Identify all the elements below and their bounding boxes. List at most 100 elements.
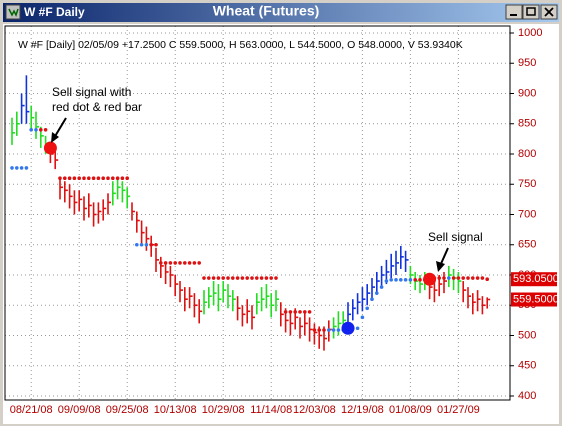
stop-dot [370, 297, 374, 302]
stop-dot [322, 328, 326, 332]
stop-dot [183, 261, 187, 265]
stop-dot [24, 166, 29, 170]
icon-glyph [8, 8, 19, 17]
signal-dot [341, 321, 355, 335]
stop-dot [91, 176, 96, 180]
stop-dot [447, 276, 451, 280]
y-tick-label: 750 [518, 178, 536, 190]
stop-dot [207, 276, 211, 280]
stop-dot [269, 276, 274, 280]
stop-dot [120, 176, 125, 180]
stop-dot [293, 310, 298, 314]
stop-dot [394, 278, 398, 282]
stop-dot [485, 277, 490, 282]
stop-dot [336, 328, 341, 332]
y-tick-label: 950 [518, 57, 536, 69]
annotation-arrowhead [51, 132, 59, 143]
stop-dot [173, 261, 177, 265]
stop-dot [456, 276, 461, 280]
stop-dot [226, 276, 230, 280]
stop-dot [471, 276, 475, 280]
stop-dot [106, 176, 110, 180]
stop-dot [43, 128, 48, 132]
stop-dot [389, 278, 394, 282]
stop-dot [317, 328, 322, 332]
stop-dot [451, 276, 456, 280]
stop-dot [259, 276, 264, 280]
stop-dot [408, 278, 413, 282]
stop-dot [466, 276, 470, 280]
stop-dot [240, 276, 245, 280]
y-tick-label: 650 [518, 239, 536, 251]
stop-dot [154, 242, 158, 247]
stop-dot [178, 261, 182, 265]
x-tick-label: 10/13/08 [154, 404, 197, 416]
x-tick-label: 12/03/08 [293, 404, 336, 416]
x-tick-label: 01/08/09 [389, 404, 432, 416]
stop-dot [96, 176, 101, 180]
y-tick-label: 900 [518, 87, 536, 99]
stop-dot [399, 278, 403, 282]
minimize-button[interactable] [505, 4, 523, 20]
stop-dot [442, 276, 446, 280]
maximize-button[interactable] [522, 4, 540, 20]
stop-dot [168, 261, 173, 265]
stop-dot [231, 276, 235, 280]
stop-dot [355, 326, 360, 331]
stop-dot [34, 128, 38, 132]
y-tick-label: 500 [518, 329, 536, 341]
info-line: W #F [Daily] 02/05/09 +17.2500 C 559.500… [18, 39, 463, 51]
stop-dot [197, 261, 201, 265]
stop-dot [192, 261, 197, 265]
x-tick-label: 08/21/08 [10, 404, 53, 416]
stop-dot [87, 176, 91, 180]
stop-dot [437, 276, 442, 280]
stop-dot [159, 261, 163, 265]
stop-dot [331, 328, 336, 332]
stop-dot [111, 176, 115, 180]
x-tick-label: 10/29/08 [202, 404, 245, 416]
stop-dot [312, 328, 317, 332]
stop-dot [202, 276, 206, 280]
stop-dot [480, 276, 485, 280]
stop-dot [475, 276, 480, 280]
x-tick-label: 11/14/08 [250, 404, 292, 416]
stop-dot [67, 176, 72, 180]
stop-dot [307, 310, 312, 314]
stop-dot [365, 306, 370, 311]
stop-dot [379, 285, 384, 289]
stop-dot [163, 261, 168, 265]
stop-dot [211, 276, 216, 280]
stop-dot [250, 276, 254, 280]
stop-dot [139, 242, 144, 247]
signal-dot [423, 272, 437, 286]
stop-dot [303, 310, 307, 314]
annotation: Sell signal [428, 230, 483, 244]
price-marker-label: 593.0500 [513, 273, 559, 285]
stop-dot [58, 176, 62, 180]
stop-dot [39, 128, 43, 132]
stop-dot [413, 278, 418, 282]
stop-dot [461, 276, 466, 280]
stop-dot [187, 261, 192, 265]
stop-dot [82, 176, 86, 180]
annotation-arrowhead [436, 261, 445, 272]
stop-dot [288, 310, 293, 314]
stop-dot [245, 276, 249, 280]
x-tick-label: 12/19/08 [341, 404, 384, 416]
y-tick-label: 450 [518, 360, 536, 372]
stop-dot [125, 176, 129, 180]
y-tick-label: 400 [518, 390, 536, 402]
annotation-arrow [53, 117, 67, 139]
chart-background [3, 24, 559, 424]
stop-dot [135, 242, 139, 247]
stop-dot [360, 315, 365, 320]
stop-dot [72, 176, 77, 180]
stop-dot [403, 278, 408, 282]
stop-dot [216, 276, 221, 280]
stop-dot [63, 176, 67, 180]
price-marker-label: 559.5000 [513, 293, 559, 305]
stop-dot [115, 176, 120, 180]
